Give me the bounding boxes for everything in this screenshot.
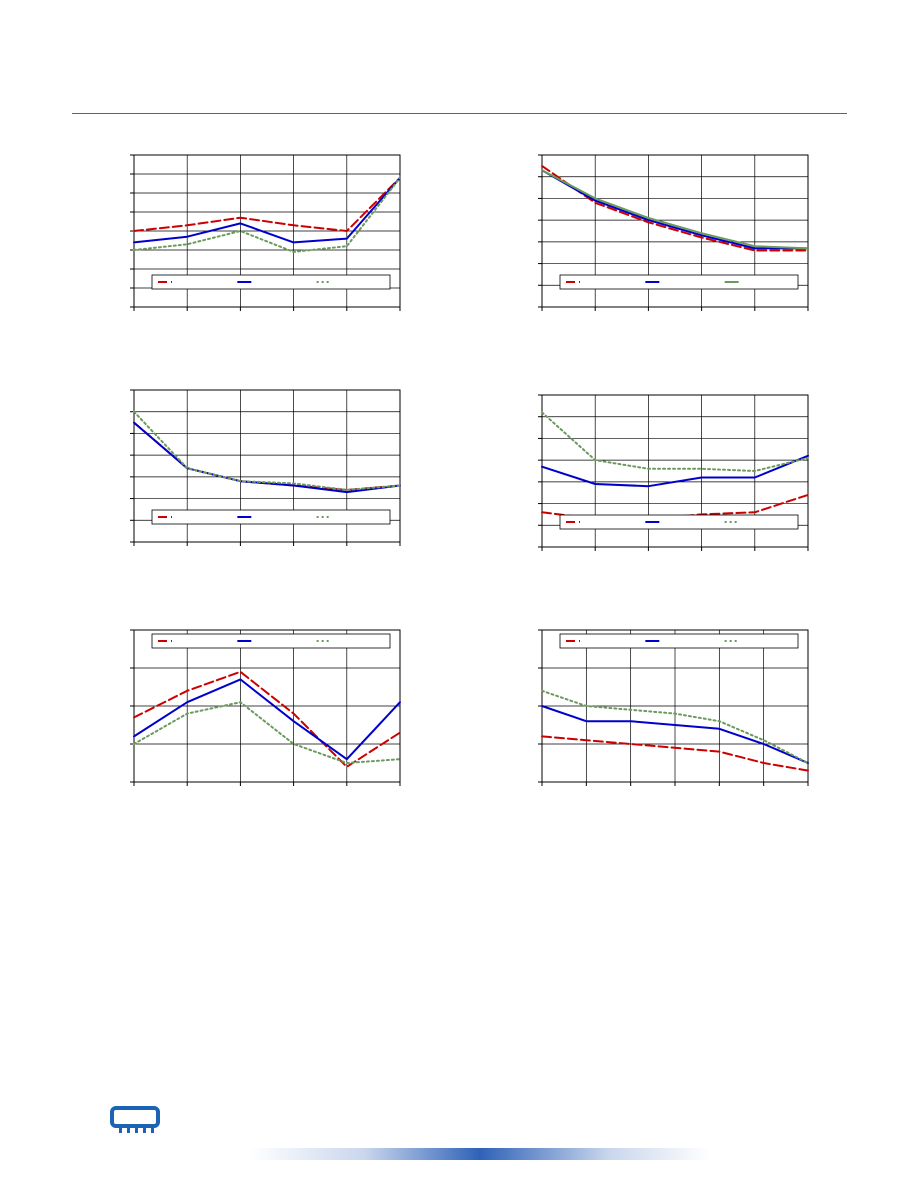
series-line-2: [541, 705, 809, 764]
series-line-3: [541, 689, 809, 764]
chart-6: [538, 629, 809, 786]
series-line-1: [133, 670, 401, 768]
series-line-2: [541, 454, 809, 488]
series-line-2: [133, 421, 401, 494]
footer-gradient-bar: [250, 1148, 710, 1160]
chart-5: [130, 629, 401, 786]
series-line-2: [541, 169, 809, 250]
series-line-1: [541, 735, 809, 772]
memory-module-icon: [110, 1106, 160, 1133]
series-line-3: [541, 169, 809, 250]
series-line-1: [133, 176, 401, 232]
chart-4: [538, 394, 809, 551]
legend: [151, 633, 391, 649]
series-line-2: [133, 176, 401, 244]
chart-2: [538, 154, 809, 311]
legend: [559, 514, 799, 530]
legend: [151, 509, 391, 525]
series-line-3: [133, 176, 401, 253]
series-line-3: [133, 410, 401, 491]
series-line-2: [133, 678, 401, 761]
legend: [559, 633, 799, 649]
chart-3: [130, 389, 401, 546]
series-line-3: [133, 701, 401, 764]
header-rule: [72, 113, 847, 114]
chart-1: [130, 154, 401, 311]
legend: [151, 274, 391, 290]
series-line-3: [541, 411, 809, 472]
legend: [559, 274, 799, 290]
